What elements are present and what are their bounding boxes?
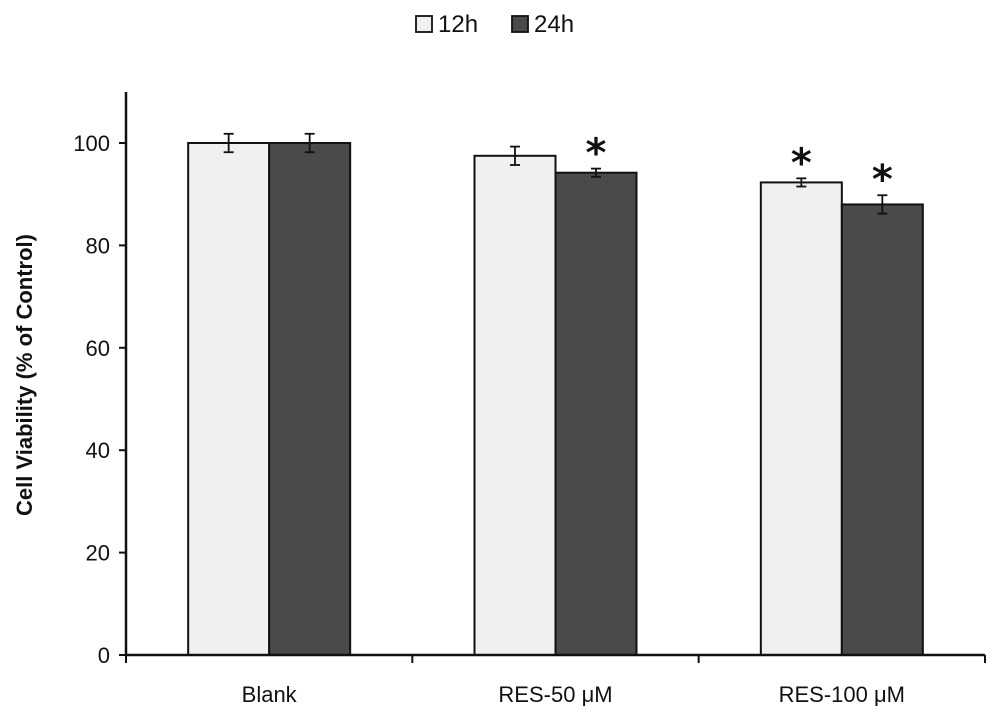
legend-label-12h: 12h [438,11,478,38]
legend-swatch-24h [511,15,529,33]
x-tick-label: Blank [242,682,298,707]
axes: 0 20 40 60 80 100 Blank RES-50 μM RES-100 μM [73,92,986,707]
bar-24h-3 [840,203,924,656]
legend: 12h 24h [415,11,574,38]
significance-marker: * [872,157,893,203]
significance-marker: * [586,131,607,177]
bar-12h-1 [187,142,271,656]
legend-label-24h: 24h [534,11,574,38]
error-bars [223,132,888,215]
bar-12h-3 [759,181,843,656]
bars [187,142,924,657]
y-tick-label: 100 [73,131,110,156]
y-tick-label: 20 [86,541,110,566]
y-tick-label: 0 [98,643,110,668]
y-tick-label: 40 [86,438,110,463]
bar-12h-2 [473,154,557,657]
x-tick-label: RES-100 μM [779,682,905,707]
y-tick-label: 80 [86,233,110,258]
y-tick-label: 60 [86,336,110,361]
significance-markers: * * * [586,131,893,204]
significance-marker: * [791,140,812,186]
bar-24h-1 [268,142,352,656]
legend-swatch-12h [415,15,433,33]
y-axis-label: Cell Viability (% of Control) [12,234,37,516]
bar-24h-2 [554,171,638,656]
x-tick-label: RES-50 μM [498,682,612,707]
